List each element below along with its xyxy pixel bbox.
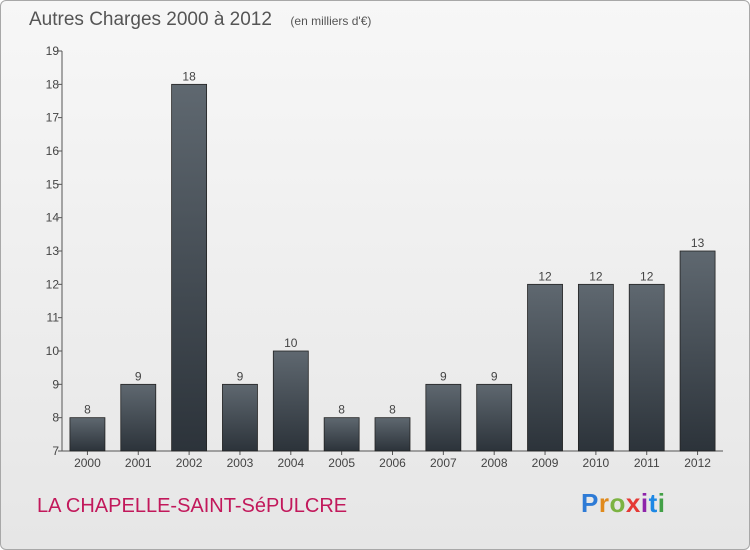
bar-2002 [171, 83, 208, 452]
y-tick-label: 11 [47, 311, 60, 325]
y-tick-label: 9 [52, 377, 59, 391]
bar-2010 [577, 283, 614, 452]
bar-2005 [323, 417, 360, 452]
y-tick-label: 17 [46, 111, 60, 125]
logo-letter: i [657, 488, 666, 518]
data-label-2005: 8 [338, 403, 345, 417]
proxiti-logo: Proxiti [581, 488, 665, 519]
bar-2004 [272, 350, 309, 452]
y-tick-label: 15 [46, 177, 60, 191]
y-tick-label: 10 [46, 344, 60, 358]
x-tick-label-2005: 2005 [328, 456, 355, 470]
x-tick-label-2000: 2000 [74, 456, 101, 470]
logo-letter: P [581, 488, 599, 518]
x-axis: 2000 2001 2002 2003 2004 2005 2006 2007 2008 2009… [62, 450, 723, 470]
logo-letter: i [640, 488, 649, 518]
bar-2011 [628, 283, 665, 452]
y-tick-label: 19 [46, 44, 60, 58]
y-tick-label: 13 [46, 244, 60, 258]
x-tick-label-2011: 2011 [634, 456, 660, 470]
data-label-2004: 10 [284, 336, 298, 350]
bar-2003 [222, 383, 258, 452]
commune-name: LA CHAPELLE-SAINT-SéPULCRE [37, 495, 348, 517]
data-label-2000: 8 [84, 403, 91, 417]
x-tick-label-2009: 2009 [532, 456, 559, 470]
y-tick-label: 18 [46, 77, 60, 91]
x-tick-label-2012: 2012 [684, 456, 711, 470]
x-tick-label-2008: 2008 [481, 456, 508, 470]
x-tick-label-2010: 2010 [583, 456, 610, 470]
y-tick-label: 14 [46, 211, 60, 225]
bar-2012 [679, 250, 716, 452]
bar-2007 [425, 383, 462, 452]
y-tick-label: 8 [52, 411, 59, 425]
data-label-2012: 13 [691, 236, 705, 250]
bars [69, 83, 716, 452]
bar-2008 [476, 383, 513, 452]
data-label-2006: 8 [389, 403, 396, 417]
chart-unit-note: (en milliers d'€) [290, 14, 372, 28]
logo-letter: o [609, 488, 626, 518]
x-tick-label-2006: 2006 [379, 456, 406, 470]
data-label-2010: 12 [589, 269, 603, 283]
x-tick-label-2003: 2003 [227, 456, 254, 470]
data-label-2003: 9 [237, 369, 244, 383]
data-label-2002: 18 [182, 69, 196, 83]
x-tick-label-2004: 2004 [277, 456, 304, 470]
logo-letter: r [598, 488, 610, 518]
y-axis: 7 8 9 10 11 12 13 14 15 16 17 18 19 [46, 44, 63, 458]
data-label-2001: 9 [135, 369, 142, 383]
data-label-2007: 9 [440, 369, 447, 383]
bar-2000 [69, 417, 106, 452]
logo-letter: t [648, 488, 658, 518]
y-tick-label: 16 [46, 144, 60, 158]
bar-2009 [527, 283, 563, 452]
x-tick-label-2007: 2007 [430, 456, 457, 470]
data-label-2008: 9 [491, 369, 498, 383]
y-tick-label: 7 [52, 444, 59, 458]
bar-2001 [120, 383, 157, 452]
data-label-2009: 12 [538, 269, 552, 283]
chart-title-text: Autres Charges 2000 à 2012 [29, 9, 272, 30]
x-tick-label-2002: 2002 [176, 456, 203, 470]
y-tick-label: 12 [46, 277, 60, 291]
data-label-2011: 12 [640, 269, 654, 283]
chart-title: Autres Charges 2000 à 2012 (en milliers … [29, 9, 371, 31]
logo-letter: x [625, 488, 641, 518]
data-labels: 8 9 18 9 10 8 8 9 9 12 12 12 13 [84, 69, 704, 416]
bar-2006 [374, 417, 411, 452]
x-tick-label-2001: 2001 [125, 456, 152, 470]
